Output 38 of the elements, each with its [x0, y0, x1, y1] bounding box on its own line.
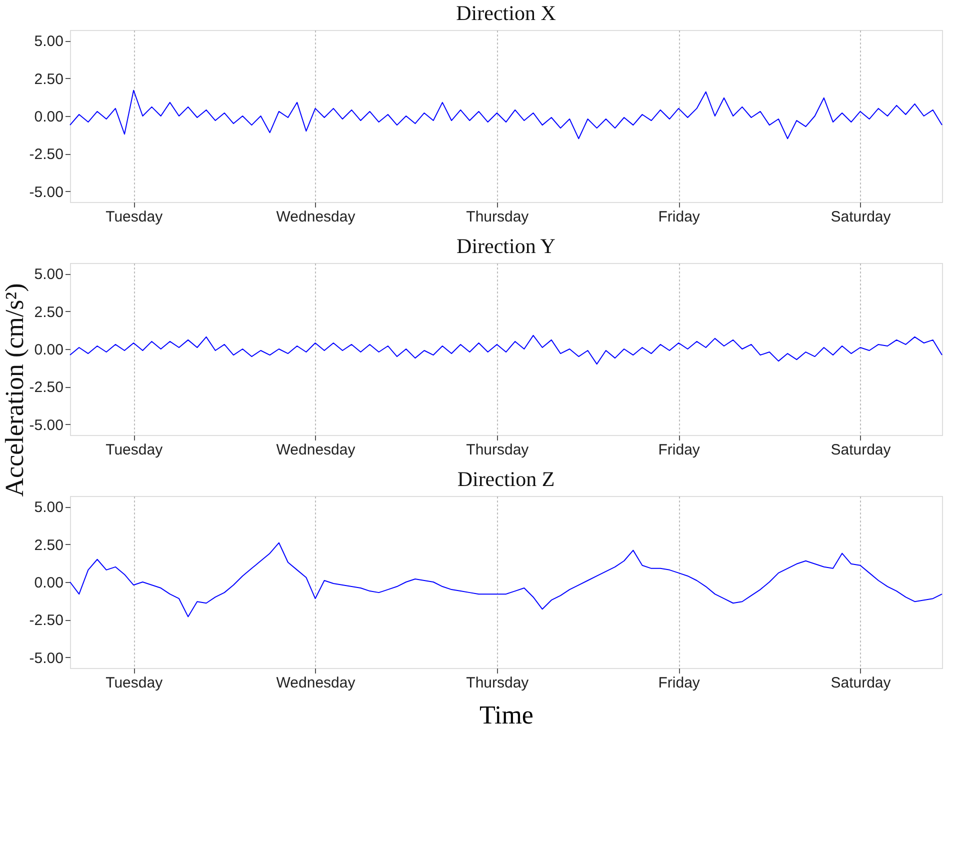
y-tick-label: 0.00 [34, 108, 64, 126]
y-tick-label: 2.50 [34, 70, 64, 88]
y-tick-label: 2.50 [34, 304, 64, 321]
y-tick-label: 0.00 [34, 574, 64, 592]
x-tick-label: Tuesday [106, 208, 164, 226]
y-tick-label: 5.00 [34, 266, 64, 284]
x-tick-label: Wednesday [276, 208, 356, 226]
chart-title: Direction Z [457, 467, 555, 491]
x-tick-label: Saturday [830, 442, 892, 458]
y-tick-label: 5.00 [34, 499, 64, 516]
x-tick-label: Friday [658, 208, 700, 226]
chart-title: Direction X [456, 1, 556, 25]
x-tick-label: Tuesday [106, 442, 164, 458]
x-tick-label: Wednesday [276, 442, 356, 458]
y-tick-label: -5.00 [29, 416, 64, 434]
y-tick-label: -2.50 [29, 612, 64, 630]
line-series [70, 542, 942, 618]
y-tick-label: 0.00 [34, 342, 64, 358]
x-tick-label: Friday [658, 442, 700, 458]
y-axis-title: Acceleration (cm/s²) [0, 283, 29, 497]
x-tick-label: Tuesday [106, 674, 164, 692]
x-tick-label: Friday [658, 674, 700, 692]
x-tick-label: Thursday [466, 674, 530, 692]
y-tick-label: -5.00 [29, 184, 64, 201]
x-tick-label: Thursday [466, 442, 530, 458]
y-tick-label: -2.50 [29, 146, 64, 164]
chart-title: Direction Y [456, 234, 556, 258]
y-tick-label: 2.50 [34, 536, 64, 554]
x-tick-label: Wednesday [276, 674, 356, 692]
line-series [70, 90, 942, 140]
x-tick-label: Saturday [830, 674, 892, 692]
x-axis-title: Time [480, 700, 534, 730]
y-tick-label: 5.00 [34, 33, 64, 50]
x-tick-label: Saturday [830, 208, 892, 226]
y-tick-label: -5.00 [29, 650, 64, 667]
y-tick-label: -2.50 [29, 379, 64, 396]
x-tick-label: Thursday [466, 208, 530, 226]
line-series [70, 334, 942, 365]
